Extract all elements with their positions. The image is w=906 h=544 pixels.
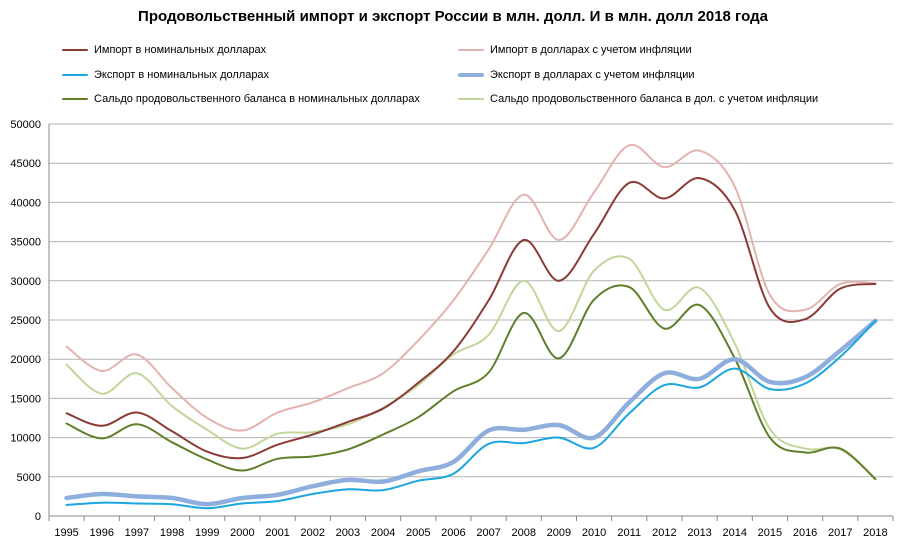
- legend-label: Сальдо продовольственного баланса в дол.…: [490, 93, 819, 105]
- series-line-3: [64, 318, 878, 507]
- x-tick-label: 2003: [336, 527, 360, 539]
- y-tick-label: 45000: [10, 158, 41, 170]
- legend-swatch: [458, 98, 484, 100]
- x-tick-label: 2007: [476, 527, 500, 539]
- x-tick-label: 2013: [687, 527, 711, 539]
- x-tick-label: 2009: [547, 527, 571, 539]
- x-tick-label: 2016: [793, 527, 817, 539]
- legend-item-import-nominal: Импорт в номинальных долларах: [62, 43, 266, 57]
- legend-label: Импорт в долларах с учетом инфляции: [490, 44, 692, 56]
- legend-label: Импорт в номинальных долларах: [94, 44, 267, 56]
- legend-label: Экспорт в номинальных долларах: [94, 69, 270, 81]
- y-tick-label: 25000: [10, 315, 41, 327]
- series-line-2: [65, 319, 877, 510]
- legend-label: Сальдо продовольственного баланса в номи…: [94, 93, 420, 105]
- x-tick-label: 2006: [441, 527, 465, 539]
- y-tick-label: 35000: [10, 237, 41, 249]
- x-tick-label: 2010: [582, 527, 606, 539]
- x-tick-label: 2018: [863, 527, 887, 539]
- legend-swatch: [62, 74, 88, 76]
- x-tick-label: 1998: [160, 527, 184, 539]
- x-tick-label: 2015: [758, 527, 782, 539]
- series-line-5: [65, 255, 877, 480]
- x-tick-label: 2001: [265, 527, 289, 539]
- chart-title: Продовольственный импорт и экспорт Росси…: [138, 8, 768, 25]
- y-tick-label: 15000: [10, 393, 41, 405]
- y-tick-label: 20000: [10, 354, 41, 366]
- legend-item-balance-nominal: Сальдо продовольственного баланса в номи…: [62, 92, 420, 106]
- x-tick-label: 2014: [723, 527, 747, 539]
- legend-swatch: [62, 98, 88, 100]
- legend-item-balance-inflation: Сальдо продовольственного баланса в дол.…: [458, 92, 818, 106]
- x-tick-label: 2012: [652, 527, 676, 539]
- y-tick-label: 30000: [10, 276, 41, 288]
- legend-item-export-nominal: Экспорт в номинальных долларах: [62, 68, 269, 82]
- legend-swatch: [458, 73, 484, 77]
- series-line-0: [65, 177, 877, 460]
- series-line-1: [65, 143, 877, 432]
- legend-swatch: [458, 49, 484, 51]
- x-tick-label: 2004: [371, 527, 395, 539]
- x-tick-label: 2011: [617, 527, 641, 539]
- legend-item-export-inflation: Экспорт в долларах с учетом инфляции: [458, 68, 695, 82]
- legend-item-import-inflation: Импорт в долларах с учетом инфляции: [458, 43, 692, 57]
- y-tick-label: 40000: [10, 197, 41, 209]
- y-tick-label: 50000: [10, 119, 41, 131]
- y-tick-label: 10000: [10, 433, 41, 445]
- x-tick-label: 2002: [301, 527, 325, 539]
- legend-label: Экспорт в долларах с учетом инфляции: [490, 69, 695, 81]
- x-tick-label: 1995: [54, 527, 78, 539]
- x-tick-label: 2008: [512, 527, 536, 539]
- y-tick-label: 5000: [17, 472, 41, 484]
- x-tick-label: 1997: [125, 527, 149, 539]
- x-tick-label: 1996: [90, 527, 114, 539]
- x-tick-label: 1999: [195, 527, 219, 539]
- x-tick-label: 2017: [828, 527, 852, 539]
- x-tick-label: 2000: [230, 527, 254, 539]
- legend-swatch: [62, 49, 88, 51]
- x-tick-label: 2005: [406, 527, 430, 539]
- y-tick-label: 0: [35, 511, 41, 523]
- series-line-4: [65, 284, 877, 481]
